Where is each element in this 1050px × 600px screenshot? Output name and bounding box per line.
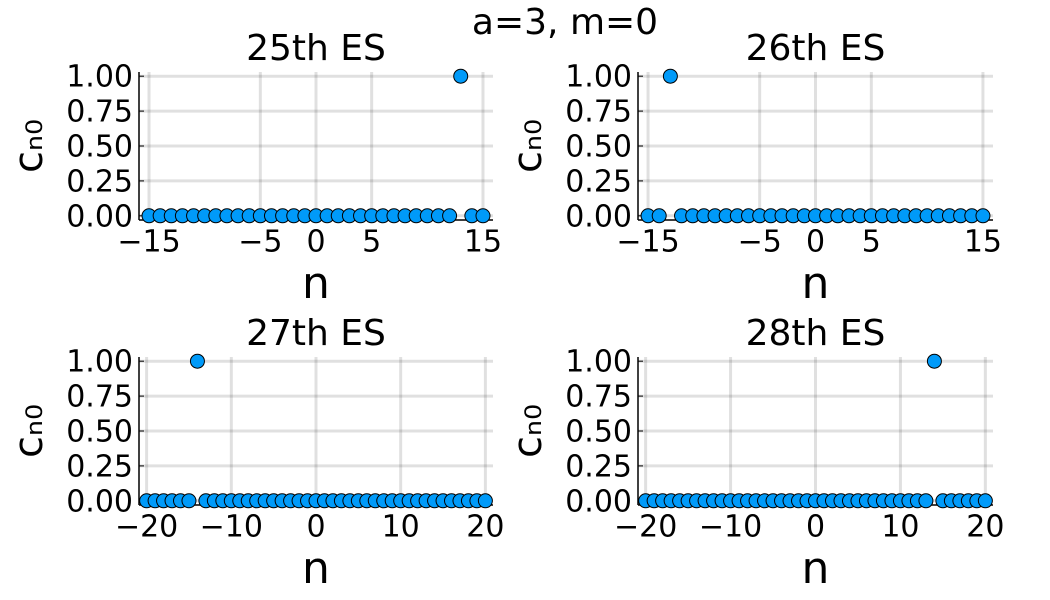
point bbox=[181, 493, 197, 509]
x-tick-label: 0 bbox=[806, 510, 825, 545]
x-tick-label: 10 bbox=[382, 510, 420, 545]
point bbox=[662, 68, 678, 84]
point bbox=[477, 493, 493, 509]
x-tick-label: 10 bbox=[881, 510, 919, 545]
y-tick-label: 0.75 bbox=[565, 380, 632, 415]
y-tick-label: 0.00 bbox=[565, 199, 632, 234]
point bbox=[453, 68, 469, 84]
subplot-title: 25th ES bbox=[246, 28, 386, 69]
subplot: 26th ES 0.000.250.500.751.00 −15 −5 0 5 15 n cₙ₀ bbox=[505, 28, 1002, 309]
point bbox=[651, 208, 667, 224]
x-tick-label: −5 bbox=[738, 225, 782, 260]
x-tick-label: −20 bbox=[115, 510, 178, 545]
x-tick-label: 0 bbox=[306, 225, 325, 260]
y-tick-label: 0.75 bbox=[66, 380, 133, 415]
x-tick-label: 15 bbox=[964, 225, 1002, 260]
x-axis-label: n bbox=[302, 258, 330, 309]
y-tick-label: 0.00 bbox=[565, 484, 632, 519]
x-tick-label: 5 bbox=[362, 225, 381, 260]
y-tick-label: 0.75 bbox=[565, 95, 632, 130]
subplot-title: 27th ES bbox=[246, 313, 386, 354]
y-tick-label: 0.50 bbox=[66, 415, 133, 450]
subplot: 27th ES 0.000.250.500.751.00 −20 −10 0 10 20 n c… bbox=[6, 313, 504, 594]
y-tick-label: 1.00 bbox=[565, 60, 632, 95]
x-tick-label: −10 bbox=[200, 510, 263, 545]
point bbox=[977, 493, 993, 509]
y-axis-label: cₙ₀ bbox=[505, 119, 551, 173]
point bbox=[442, 208, 458, 224]
point bbox=[189, 353, 205, 369]
subplot-title: 28th ES bbox=[746, 313, 886, 354]
point bbox=[975, 208, 991, 224]
y-tick-label: 0.25 bbox=[66, 164, 133, 199]
x-tick-label: −15 bbox=[616, 225, 679, 260]
y-tick-label: 1.00 bbox=[66, 345, 133, 380]
x-axis-label: n bbox=[302, 543, 330, 594]
y-axis-label: cₙ₀ bbox=[6, 404, 52, 458]
point bbox=[926, 353, 942, 369]
y-tick-label: 0.50 bbox=[565, 415, 632, 450]
y-tick-label: 0.25 bbox=[66, 449, 133, 484]
subplot: 28th ES 0.000.250.500.751.00 −20 −10 0 10 20 n c… bbox=[505, 313, 1004, 594]
subplot: 25th ES 0.000.250.500.751.00 −15 −5 0 5 15 n cₙ₀ bbox=[6, 28, 502, 309]
y-tick-label: 1.00 bbox=[565, 345, 632, 380]
x-tick-label: −10 bbox=[699, 510, 762, 545]
subplot-title: 26th ES bbox=[746, 28, 886, 69]
x-tick-label: 0 bbox=[806, 225, 825, 260]
y-tick-label: 1.00 bbox=[66, 60, 133, 95]
x-tick-label: 15 bbox=[464, 225, 502, 260]
y-tick-label: 0.25 bbox=[565, 449, 632, 484]
x-tick-label: 5 bbox=[862, 225, 881, 260]
x-tick-label: 0 bbox=[306, 510, 325, 545]
y-axis-label: cₙ₀ bbox=[505, 404, 551, 458]
x-tick-label: −20 bbox=[614, 510, 677, 545]
x-axis-label: n bbox=[802, 258, 830, 309]
y-tick-label: 0.25 bbox=[565, 164, 632, 199]
x-tick-label: 20 bbox=[966, 510, 1004, 545]
y-tick-label: 0.00 bbox=[66, 484, 133, 519]
point bbox=[918, 493, 934, 509]
point bbox=[475, 208, 491, 224]
x-tick-label: −15 bbox=[117, 225, 180, 260]
y-tick-label: 0.00 bbox=[66, 199, 133, 234]
y-tick-label: 0.50 bbox=[66, 130, 133, 165]
y-axis-label: cₙ₀ bbox=[6, 119, 52, 173]
y-tick-label: 0.50 bbox=[565, 130, 632, 165]
y-tick-label: 0.75 bbox=[66, 95, 133, 130]
x-axis-label: n bbox=[802, 543, 830, 594]
x-tick-label: −5 bbox=[238, 225, 282, 260]
figure-title: a=3, m=0 bbox=[472, 2, 658, 43]
x-tick-label: 20 bbox=[466, 510, 504, 545]
